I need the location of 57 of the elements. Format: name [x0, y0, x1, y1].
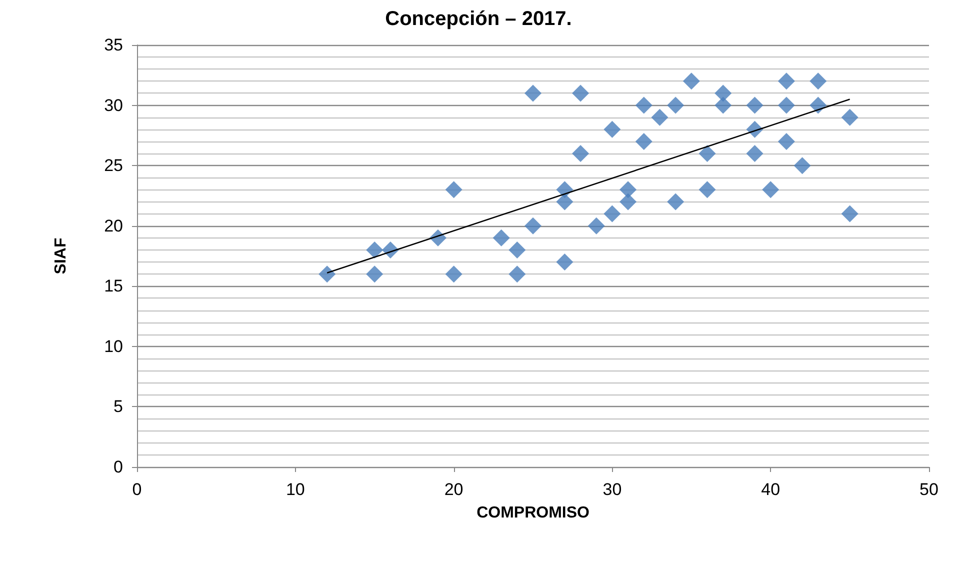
point: [445, 181, 462, 198]
point: [698, 145, 716, 162]
point: [588, 217, 605, 234]
x-tick-label: 50: [920, 480, 938, 499]
point: [810, 96, 827, 114]
point: [366, 266, 384, 283]
point: [318, 266, 336, 283]
y-tick-label: 10: [104, 336, 123, 356]
point: [635, 96, 652, 114]
point: [778, 72, 795, 90]
y-tick-label: 0: [114, 458, 123, 476]
point: [746, 96, 764, 114]
y-tick-label: 25: [104, 156, 123, 176]
point: [445, 266, 462, 283]
point: [841, 108, 858, 126]
x-tick-label: 0: [132, 480, 142, 499]
point: [746, 145, 764, 162]
point: [841, 205, 858, 222]
point: [508, 266, 526, 283]
point: [524, 84, 542, 102]
point: [714, 96, 732, 114]
point: [667, 193, 684, 210]
point: [366, 241, 384, 258]
x-tick-label: 40: [761, 480, 780, 499]
point: [508, 241, 526, 258]
point: [810, 72, 827, 90]
x-tick-label: 20: [444, 480, 464, 499]
point: [714, 84, 732, 102]
point: [620, 181, 637, 198]
x-tick-label: 10: [286, 480, 305, 499]
point: [604, 120, 621, 138]
point: [524, 217, 542, 234]
point: [651, 108, 668, 126]
x-axis-title: COMPROMISO: [476, 504, 590, 522]
point: [762, 181, 780, 198]
y-tick-label: 15: [104, 276, 123, 296]
point: [667, 96, 684, 114]
y-axis-title: SIAF: [52, 238, 70, 274]
y-tick-label: 35: [104, 36, 123, 54]
point: [778, 132, 795, 150]
y-tick-label: 30: [104, 96, 123, 115]
x-tick-label: 30: [602, 480, 622, 499]
point: [492, 229, 510, 246]
point: [620, 193, 637, 210]
point: [682, 72, 700, 90]
point: [572, 145, 590, 162]
point: [635, 132, 652, 150]
chart-title: Concepción – 2017.: [385, 8, 572, 30]
point: [572, 84, 590, 102]
y-tick-label: 5: [114, 397, 123, 416]
point: [556, 193, 574, 210]
point: [778, 96, 795, 114]
point: [794, 157, 811, 174]
point: [698, 181, 716, 198]
point: [604, 205, 621, 222]
y-tick-label: 20: [104, 216, 123, 236]
point: [556, 254, 574, 271]
